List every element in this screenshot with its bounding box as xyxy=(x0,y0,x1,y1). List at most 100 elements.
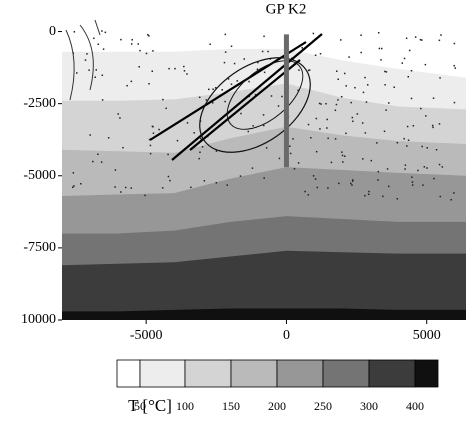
flow-vector xyxy=(174,67,176,70)
flow-vector xyxy=(411,181,414,183)
flow-vector xyxy=(93,37,95,40)
flow-vector xyxy=(114,186,116,188)
flow-vector xyxy=(307,123,310,126)
flow-vector xyxy=(386,168,389,170)
flow-vector xyxy=(95,69,97,71)
flow-vector xyxy=(453,192,455,194)
flow-vector xyxy=(377,170,380,173)
flow-vector xyxy=(405,37,408,40)
flow-vector xyxy=(243,58,246,60)
colorbar-tick-label: 400 xyxy=(406,399,424,413)
flow-vector xyxy=(441,166,444,168)
flow-vector xyxy=(343,72,346,75)
flow-vector xyxy=(251,167,254,169)
flow-vector xyxy=(126,84,128,87)
flow-vector xyxy=(102,48,105,50)
colorbar-tick-label: 200 xyxy=(268,399,286,413)
flow-vector xyxy=(316,186,319,189)
flow-vector xyxy=(212,88,214,91)
flow-vector xyxy=(365,101,368,103)
flow-vector xyxy=(340,39,342,41)
flow-vector xyxy=(383,130,386,133)
flow-vector xyxy=(152,50,154,52)
flow-vector xyxy=(198,96,201,99)
flow-vector xyxy=(401,62,404,64)
flow-vector xyxy=(89,134,91,136)
flow-vector xyxy=(158,128,160,131)
flow-vector xyxy=(100,161,103,163)
flow-vector xyxy=(425,115,427,117)
flow-vector xyxy=(360,51,362,54)
flow-vector xyxy=(209,43,211,45)
flow-vector xyxy=(215,150,218,152)
flow-vector xyxy=(368,190,370,193)
flow-vector xyxy=(76,72,78,74)
colorbar-swatch xyxy=(414,359,439,388)
flow-vector xyxy=(335,103,338,106)
flow-vector xyxy=(101,99,104,101)
flow-vector xyxy=(361,122,364,124)
flow-vector xyxy=(366,84,369,86)
flow-vector xyxy=(336,70,338,72)
flow-vector xyxy=(92,160,94,163)
flow-vector xyxy=(297,89,299,92)
seismic-cloud xyxy=(65,19,101,101)
flow-vector xyxy=(233,62,236,65)
x-tick-label: 0 xyxy=(283,328,290,343)
flow-vector xyxy=(432,97,435,99)
flow-vector xyxy=(319,128,321,130)
flow-vector xyxy=(320,103,322,105)
fault-line xyxy=(171,33,323,161)
flow-vector xyxy=(304,190,306,193)
flow-vector xyxy=(203,180,206,182)
flow-vector xyxy=(411,176,413,178)
flow-vector xyxy=(208,88,210,91)
flow-vector xyxy=(308,69,311,71)
flow-vector xyxy=(327,137,329,140)
colorbar-tick-label: 300 xyxy=(360,399,378,413)
flow-vector xyxy=(414,36,417,38)
flow-vector xyxy=(377,31,380,34)
flow-vector xyxy=(193,132,195,134)
colorbar-swatch xyxy=(276,359,324,388)
flow-vector xyxy=(341,151,343,153)
flow-vector xyxy=(348,56,350,58)
flow-vector xyxy=(147,33,149,36)
flow-vector xyxy=(73,185,75,187)
flow-vector xyxy=(86,53,88,55)
flow-vector xyxy=(393,86,395,88)
flow-vector xyxy=(262,114,265,116)
y-tick-label: -2500 xyxy=(23,96,56,111)
flow-vector xyxy=(263,71,266,74)
colorbar-swatch xyxy=(116,359,141,388)
flow-vector xyxy=(404,164,407,166)
flow-vector xyxy=(364,76,366,79)
flow-vector xyxy=(152,132,155,134)
x-tick-label: -5000 xyxy=(130,328,163,343)
flow-vector xyxy=(370,159,373,162)
temperature-band xyxy=(62,308,466,320)
flow-vector xyxy=(432,126,434,129)
flow-vector xyxy=(145,52,148,55)
flow-vector xyxy=(200,137,202,140)
flow-vector xyxy=(263,177,265,179)
flow-vector xyxy=(289,145,291,147)
flow-vector xyxy=(265,147,268,149)
flow-vector xyxy=(239,175,242,177)
flow-vector xyxy=(407,75,410,78)
flow-vector xyxy=(440,34,442,36)
flow-vector xyxy=(338,182,340,185)
flow-vector xyxy=(186,122,189,124)
flow-vector xyxy=(356,113,359,115)
temperature-band xyxy=(62,250,466,320)
flow-vector xyxy=(214,87,217,89)
flow-vector xyxy=(345,132,347,135)
flow-vector xyxy=(384,70,386,73)
flow-vector xyxy=(319,53,322,55)
flow-vector xyxy=(351,180,354,182)
flow-vector xyxy=(341,154,344,157)
flow-vector xyxy=(350,182,352,185)
flow-vector xyxy=(240,112,242,115)
flow-vector xyxy=(412,124,415,127)
flow-vector xyxy=(148,82,150,85)
